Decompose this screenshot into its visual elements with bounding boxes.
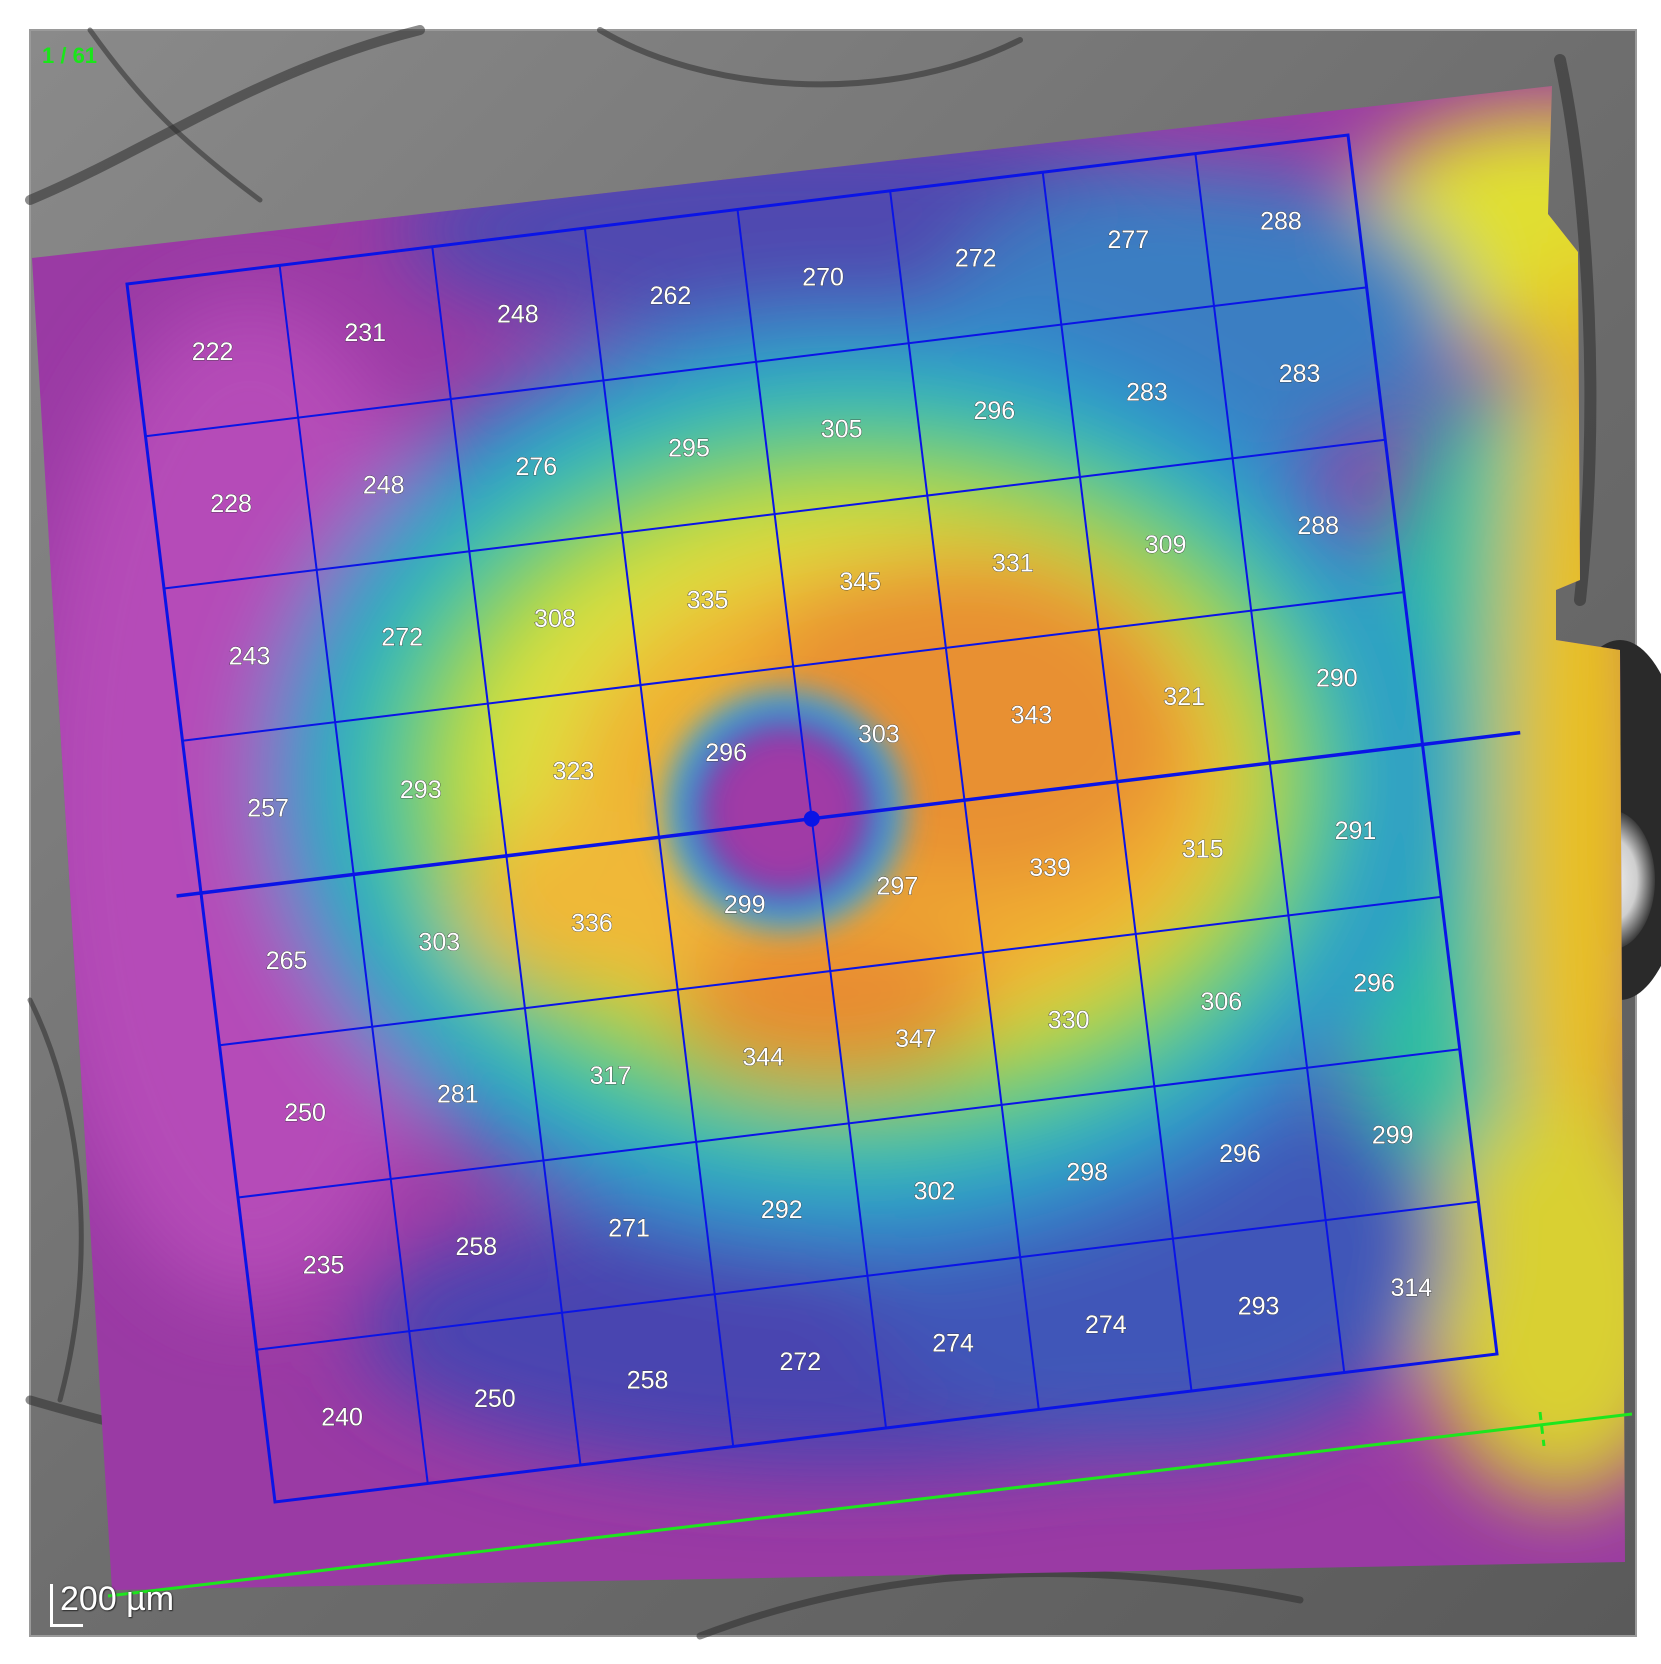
grid-cell-value: 274 [1085,1311,1127,1339]
grid-cell-value: 293 [400,776,442,804]
grid-cell-value: 317 [590,1062,632,1090]
grid-cell-value: 291 [1335,817,1377,845]
grid-cell-value: 272 [381,624,423,652]
grid-cell-value: 250 [284,1099,326,1127]
grid-cell-value: 228 [210,490,252,518]
grid-cell-value: 296 [1353,969,1395,997]
grid-cell-value: 276 [516,453,558,481]
grid-cell-value: 283 [1279,360,1321,388]
grid-cell-value: 292 [761,1196,803,1224]
scale-bar-bracket [50,1584,83,1627]
grid-cell-value: 343 [1011,702,1053,730]
grid-cell-value: 298 [1066,1159,1108,1187]
fovea-center-dot [803,810,820,827]
grid-cell-value: 315 [1182,836,1224,864]
thickness-grid-labels: 222 231 248 262 270 272 277 288 228 248 276 295 305 2… [191,207,1432,1432]
grid-cell-value: 290 [1316,665,1358,693]
grid-cell-value: 295 [668,434,710,462]
grid-border [125,133,1499,1504]
grid-cell-value: 265 [266,947,308,975]
grid-cell-value: 235 [303,1251,345,1279]
grid-cell-value: 288 [1260,207,1302,235]
grid-cell-value: 323 [553,757,595,785]
grid-cell-value: 339 [1029,854,1071,882]
scan-line [107,1412,1633,1598]
grid-cell-value: 271 [608,1214,650,1242]
grid-cell-value: 240 [321,1404,363,1432]
grid-cell-value: 270 [802,263,844,291]
grid-row-line [182,591,1404,742]
grid-cell-value: 272 [779,1348,821,1376]
grid-cell-value: 303 [418,928,460,956]
grid-cell-value: 281 [437,1081,479,1109]
grid-cell-value: 222 [192,338,234,366]
grid-cell-value: 296 [705,739,747,767]
grid-cell-value: 297 [877,873,919,901]
grid-row-line [163,438,1386,590]
grid-cell-value: 277 [1108,226,1150,254]
grid-cell-value: 296 [973,397,1015,425]
grid-cell-value: 335 [687,587,729,615]
frame-counter: 1 / 61 [42,43,98,68]
grid-cell-value: 302 [914,1177,956,1205]
grid-cell-value: 296 [1219,1140,1261,1168]
grid-cell-value: 330 [1048,1006,1090,1034]
grid-cell-value: 262 [650,282,692,310]
grid-cell-value: 299 [1372,1122,1414,1150]
grid-cell-value: 321 [1163,683,1205,711]
grid-cell-value: 258 [627,1367,669,1395]
grid-cell-value: 272 [955,245,997,273]
grid-cell-value: 299 [724,891,766,919]
grid-cell-value: 344 [742,1043,784,1071]
grid-cell-value: 250 [474,1385,516,1413]
grid-cell-value: 257 [247,795,289,823]
grid-cell-value: 274 [932,1330,974,1358]
grid-cell-value: 258 [455,1233,497,1261]
grid-cell-value: 305 [821,416,863,444]
grid-center-axis [176,730,1521,898]
grid-row-line [237,1048,1460,1199]
grid-row-line [219,895,1442,1047]
scale-bar-label: 200 µm [60,1580,175,1618]
grid-cell-value: 306 [1201,988,1243,1016]
grid-cell-value: 331 [992,549,1034,577]
scan-line-marker [1538,1411,1546,1447]
grid-cell-value: 345 [839,568,881,596]
grid-cell-value: 347 [895,1025,937,1053]
grid-cell-value: 309 [1145,531,1187,559]
grid-cell-value: 243 [229,642,271,670]
grid-cell-value: 283 [1126,378,1168,406]
grid-cell-value: 314 [1390,1274,1432,1302]
grid-cell-value: 248 [363,471,405,499]
grid-cell-value: 303 [858,720,900,748]
grid-row-line [145,286,1367,438]
grid-cell-value: 336 [571,910,613,938]
grid-cell-value: 248 [497,301,539,329]
grid-cell-value: 288 [1297,512,1339,540]
fovea-crosshair [803,810,820,827]
grid-row-line [256,1200,1479,1351]
grid-cell-value: 231 [344,319,386,347]
grid-cell-value: 308 [534,605,576,633]
grid-cell-value: 293 [1238,1293,1280,1321]
